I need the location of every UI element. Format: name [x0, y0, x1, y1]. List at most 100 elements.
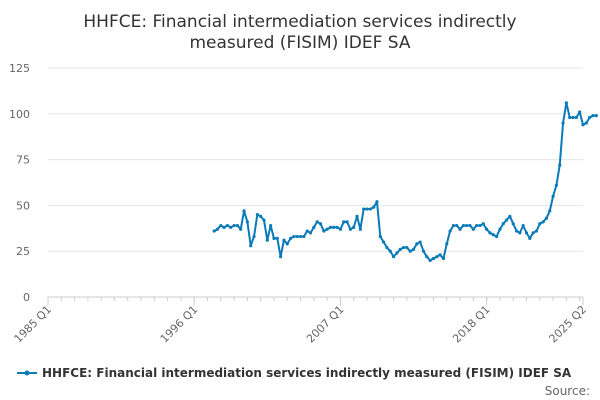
data-point	[269, 223, 273, 228]
data-point	[375, 200, 379, 204]
data-point	[548, 209, 552, 213]
data-point	[541, 220, 545, 224]
data-point	[498, 227, 502, 231]
data-point	[352, 225, 356, 229]
data-point	[312, 225, 316, 229]
data-point	[495, 234, 499, 239]
data-point	[398, 247, 402, 251]
data-point	[478, 223, 482, 228]
data-point	[461, 223, 465, 228]
data-point	[305, 229, 309, 233]
data-point	[451, 223, 455, 228]
data-point	[504, 218, 509, 222]
data-point	[538, 222, 542, 226]
data-point	[292, 234, 296, 239]
data-point	[302, 234, 306, 239]
data-point	[382, 240, 386, 244]
y-axis: 0 25 50 75 100 125	[9, 62, 30, 304]
x-axis: 1985 Q1 1996 Q1 2007 Q1 2018 Q1 2025 Q2	[12, 296, 589, 346]
source-label: Source:	[545, 384, 590, 398]
data-point	[355, 214, 359, 218]
data-point	[212, 229, 216, 233]
data-point	[275, 236, 279, 240]
data-point	[501, 222, 505, 226]
data-point	[368, 207, 372, 211]
data-point	[235, 223, 240, 228]
data-point	[448, 229, 452, 233]
data-point	[239, 227, 243, 231]
legend-label: HHFCE: Financial intermediation services…	[42, 366, 572, 380]
data-point	[328, 225, 333, 229]
data-point	[298, 234, 303, 239]
data-point	[574, 115, 578, 120]
data-point	[342, 220, 346, 224]
data-point	[332, 225, 336, 229]
y-tick-label: 0	[23, 291, 30, 304]
data-point	[418, 240, 422, 244]
data-point	[578, 110, 582, 114]
gridlines	[48, 67, 583, 252]
data-point	[521, 223, 525, 228]
data-point	[295, 234, 299, 239]
x-tick-label: 1985 Q1	[12, 303, 55, 346]
data-point	[325, 227, 329, 231]
data-point	[338, 227, 343, 231]
data-point	[405, 245, 409, 250]
data-point	[318, 222, 323, 226]
data-point	[445, 242, 449, 246]
data-point	[564, 101, 568, 105]
data-point	[594, 114, 598, 118]
data-point	[455, 223, 459, 228]
data-point	[411, 247, 416, 251]
data-point	[272, 236, 276, 240]
data-point	[561, 121, 565, 125]
data-point	[428, 258, 432, 262]
data-point	[285, 242, 289, 246]
data-point	[441, 256, 446, 261]
y-tick-label: 100	[9, 108, 30, 121]
data-point	[249, 244, 253, 248]
data-point	[475, 223, 479, 228]
data-point	[591, 114, 595, 118]
data-point	[242, 209, 246, 213]
data-point	[438, 253, 442, 257]
data-point	[308, 231, 313, 235]
data-point	[431, 256, 436, 261]
chart-title-line-1: HHFCE: Financial intermediation services…	[83, 12, 516, 32]
data-point	[534, 229, 539, 233]
data-point	[262, 218, 266, 222]
series-line-0	[213, 101, 597, 262]
data-point	[581, 123, 585, 127]
data-point	[458, 227, 462, 231]
data-point	[485, 227, 489, 231]
data-point	[401, 245, 406, 250]
data-point	[222, 225, 226, 229]
data-point	[524, 231, 529, 235]
data-point	[531, 231, 535, 235]
data-point	[348, 227, 352, 231]
data-point	[219, 223, 223, 228]
data-point	[584, 121, 588, 125]
data-point	[365, 207, 369, 211]
data-point	[554, 183, 559, 187]
chart-title-line-2: measured (FISIM) IDEF SA	[189, 33, 410, 53]
x-tick-label: 1996 Q1	[158, 303, 201, 346]
data-point	[345, 220, 349, 224]
data-point	[465, 223, 469, 228]
data-point	[481, 222, 485, 226]
data-point	[488, 231, 492, 235]
data-point	[471, 227, 475, 231]
data-point	[491, 233, 495, 237]
data-point	[588, 115, 592, 120]
data-point	[288, 236, 293, 240]
data-point	[335, 225, 339, 229]
data-point	[551, 194, 555, 198]
data-point	[232, 223, 236, 228]
data-point	[388, 249, 392, 253]
y-tick-label: 125	[9, 62, 30, 75]
data-point	[514, 229, 519, 233]
data-point	[255, 212, 259, 217]
data-point	[282, 238, 286, 242]
data-point	[415, 242, 419, 246]
